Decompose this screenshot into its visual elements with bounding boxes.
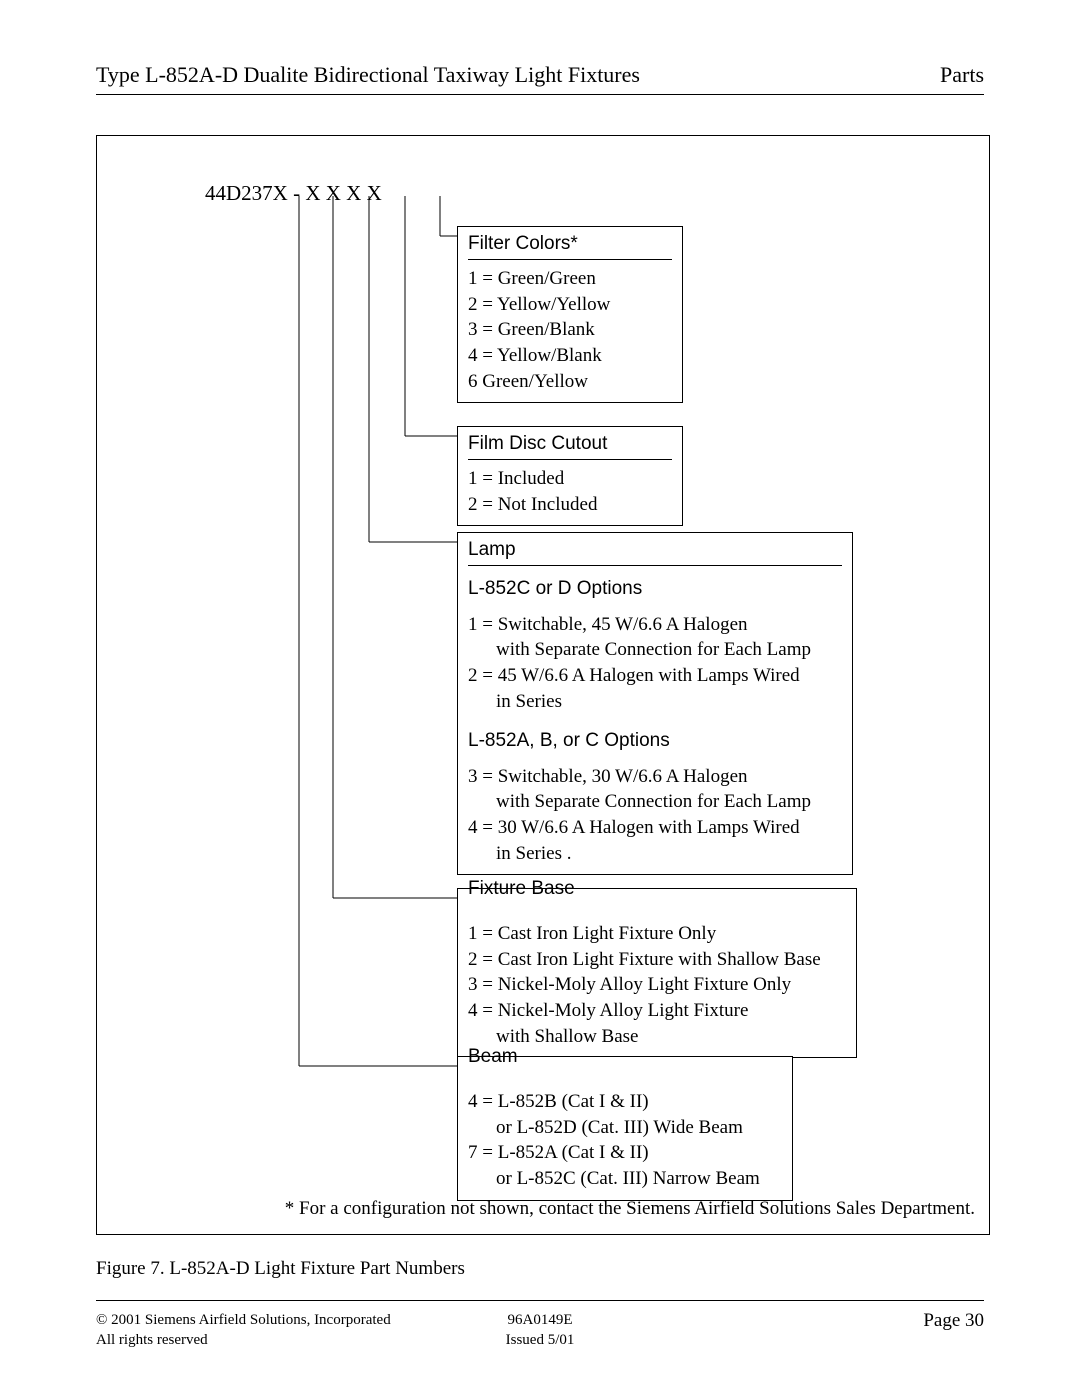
doc-number: 96A0149E <box>506 1310 575 1330</box>
box-title: Beam <box>458 1046 792 1072</box>
header-rule <box>96 94 984 95</box>
rule <box>468 459 672 460</box>
footer-rule <box>96 1300 984 1301</box>
lamp-subhead: L-852C or D Options <box>468 576 842 602</box>
option-line: 1 = Cast Iron Light Fixture Only <box>468 921 846 947</box>
footer-center: 96A0149E Issued 5/01 <box>506 1310 575 1351</box>
option-line: 3 = Nickel-Moly Alloy Light Fixture Only <box>468 972 846 998</box>
option-line: 6 Green/Yellow <box>468 369 672 395</box>
page: Type L-852A-D Dualite Bidirectional Taxi… <box>0 0 1080 1397</box>
box-body: L-852C or D Options 1 = Switchable, 45 W… <box>458 570 852 874</box>
box-lamp: Lamp L-852C or D Options 1 = Switchable,… <box>457 532 853 875</box>
option-line: 2 = Not Included <box>468 492 672 518</box>
box-film-disc: Film Disc Cutout 1 = Included 2 = Not In… <box>457 426 683 526</box>
box-fixture-base: Fixture Base 1 = Cast Iron Light Fixture… <box>457 888 857 1058</box>
option-line: 4 = Yellow/Blank <box>468 343 672 369</box>
lamp-subhead: L-852A, B, or C Options <box>468 728 842 754</box>
page-footer: © 2001 Siemens Airfield Solutions, Incor… <box>96 1310 984 1351</box>
option-line: 2 = Cast Iron Light Fixture with Shallow… <box>468 947 846 973</box>
figure-caption: Figure 7. L-852A-D Light Fixture Part Nu… <box>96 1258 465 1280</box>
page-number: Page 30 <box>923 1310 984 1332</box>
option-line: 3 = Green/Blank <box>468 317 672 343</box>
option-line: 1 = Green/Green <box>468 266 672 292</box>
box-body: 4 = L-852B (Cat I & II) or L-852D (Cat. … <box>458 1083 792 1200</box>
box-body: 1 = Green/Green 2 = Yellow/Yellow 3 = Gr… <box>458 264 682 402</box>
option-line: 4 = Nickel-Moly Alloy Light Fixture <box>468 998 846 1024</box>
option-line: 2 = 45 W/6.6 A Halogen with Lamps Wired <box>468 663 842 689</box>
option-line: 4 = 30 W/6.6 A Halogen with Lamps Wired <box>468 815 842 841</box>
option-line-indent: in Series . <box>468 841 842 867</box>
header-section: Parts <box>940 62 984 88</box>
option-line-indent: or L-852C (Cat. III) Narrow Beam <box>468 1166 782 1192</box>
option-line: 1 = Switchable, 45 W/6.6 A Halogen <box>468 612 842 638</box>
footnote: * For a configuration not shown, contact… <box>285 1198 975 1220</box>
box-body: 1 = Cast Iron Light Fixture Only 2 = Cas… <box>458 915 856 1057</box>
option-line-indent: in Series <box>468 689 842 715</box>
figure-box: 44D237X - X X X X Filter Colors* 1 = Gre… <box>96 135 990 1235</box>
box-title: Fixture Base <box>458 878 856 904</box>
part-number: 44D237X - X X X X <box>205 181 382 206</box>
box-filter-colors: Filter Colors* 1 = Green/Green 2 = Yello… <box>457 226 683 403</box>
page-header: Type L-852A-D Dualite Bidirectional Taxi… <box>96 62 984 95</box>
option-line-indent: with Separate Connection for Each Lamp <box>468 789 842 815</box>
header-title: Type L-852A-D Dualite Bidirectional Taxi… <box>96 62 640 87</box>
rule <box>468 259 672 260</box>
option-line: 4 = L-852B (Cat I & II) <box>468 1089 782 1115</box>
box-beam: Beam 4 = L-852B (Cat I & II) or L-852D (… <box>457 1056 793 1201</box>
option-line: 2 = Yellow/Yellow <box>468 292 672 318</box>
box-body: 1 = Included 2 = Not Included <box>458 464 682 525</box>
option-line-indent: with Separate Connection for Each Lamp <box>468 637 842 663</box>
option-line: 7 = L-852A (Cat I & II) <box>468 1140 782 1166</box>
issued-date: Issued 5/01 <box>506 1330 575 1350</box>
box-title: Filter Colors* <box>458 227 682 259</box>
option-line: 1 = Included <box>468 466 672 492</box>
option-line: 3 = Switchable, 30 W/6.6 A Halogen <box>468 764 842 790</box>
box-title: Lamp <box>458 533 852 565</box>
rule <box>468 565 842 566</box>
box-title: Film Disc Cutout <box>458 427 682 459</box>
option-line-indent: or L-852D (Cat. III) Wide Beam <box>468 1115 782 1141</box>
